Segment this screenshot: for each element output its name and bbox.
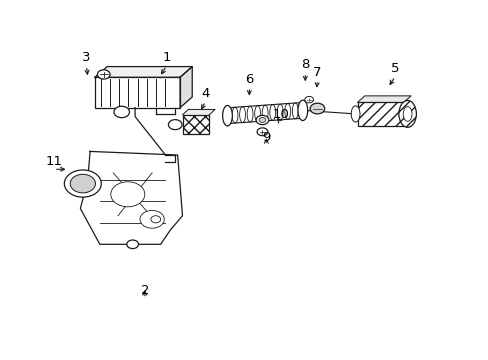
Polygon shape <box>357 96 410 102</box>
Circle shape <box>309 103 324 114</box>
Circle shape <box>256 115 268 125</box>
Text: 6: 6 <box>244 73 253 86</box>
Text: 2: 2 <box>140 284 149 297</box>
Bar <box>182 115 209 134</box>
Circle shape <box>111 182 144 207</box>
Circle shape <box>151 216 160 223</box>
Circle shape <box>126 240 138 249</box>
Text: 10: 10 <box>272 108 289 121</box>
Text: 5: 5 <box>390 62 399 75</box>
Circle shape <box>97 70 110 79</box>
Circle shape <box>168 120 182 130</box>
Text: 11: 11 <box>45 155 62 168</box>
Polygon shape <box>95 67 192 77</box>
Ellipse shape <box>403 107 411 121</box>
Circle shape <box>64 170 101 197</box>
Circle shape <box>114 106 129 118</box>
Bar <box>357 102 403 126</box>
Ellipse shape <box>297 100 307 121</box>
Circle shape <box>304 96 313 103</box>
Text: 9: 9 <box>262 131 270 144</box>
Text: 8: 8 <box>301 58 309 72</box>
Bar <box>95 77 180 108</box>
Text: 7: 7 <box>312 66 321 78</box>
Text: 3: 3 <box>82 51 91 64</box>
Polygon shape <box>182 109 215 115</box>
Circle shape <box>257 128 267 136</box>
Text: 4: 4 <box>201 87 209 100</box>
Text: 1: 1 <box>162 51 171 64</box>
Polygon shape <box>80 152 182 244</box>
Circle shape <box>140 210 164 228</box>
Circle shape <box>70 174 95 193</box>
Ellipse shape <box>350 106 359 122</box>
Polygon shape <box>180 67 192 108</box>
Circle shape <box>259 117 265 122</box>
Ellipse shape <box>398 100 415 127</box>
Ellipse shape <box>222 105 232 126</box>
